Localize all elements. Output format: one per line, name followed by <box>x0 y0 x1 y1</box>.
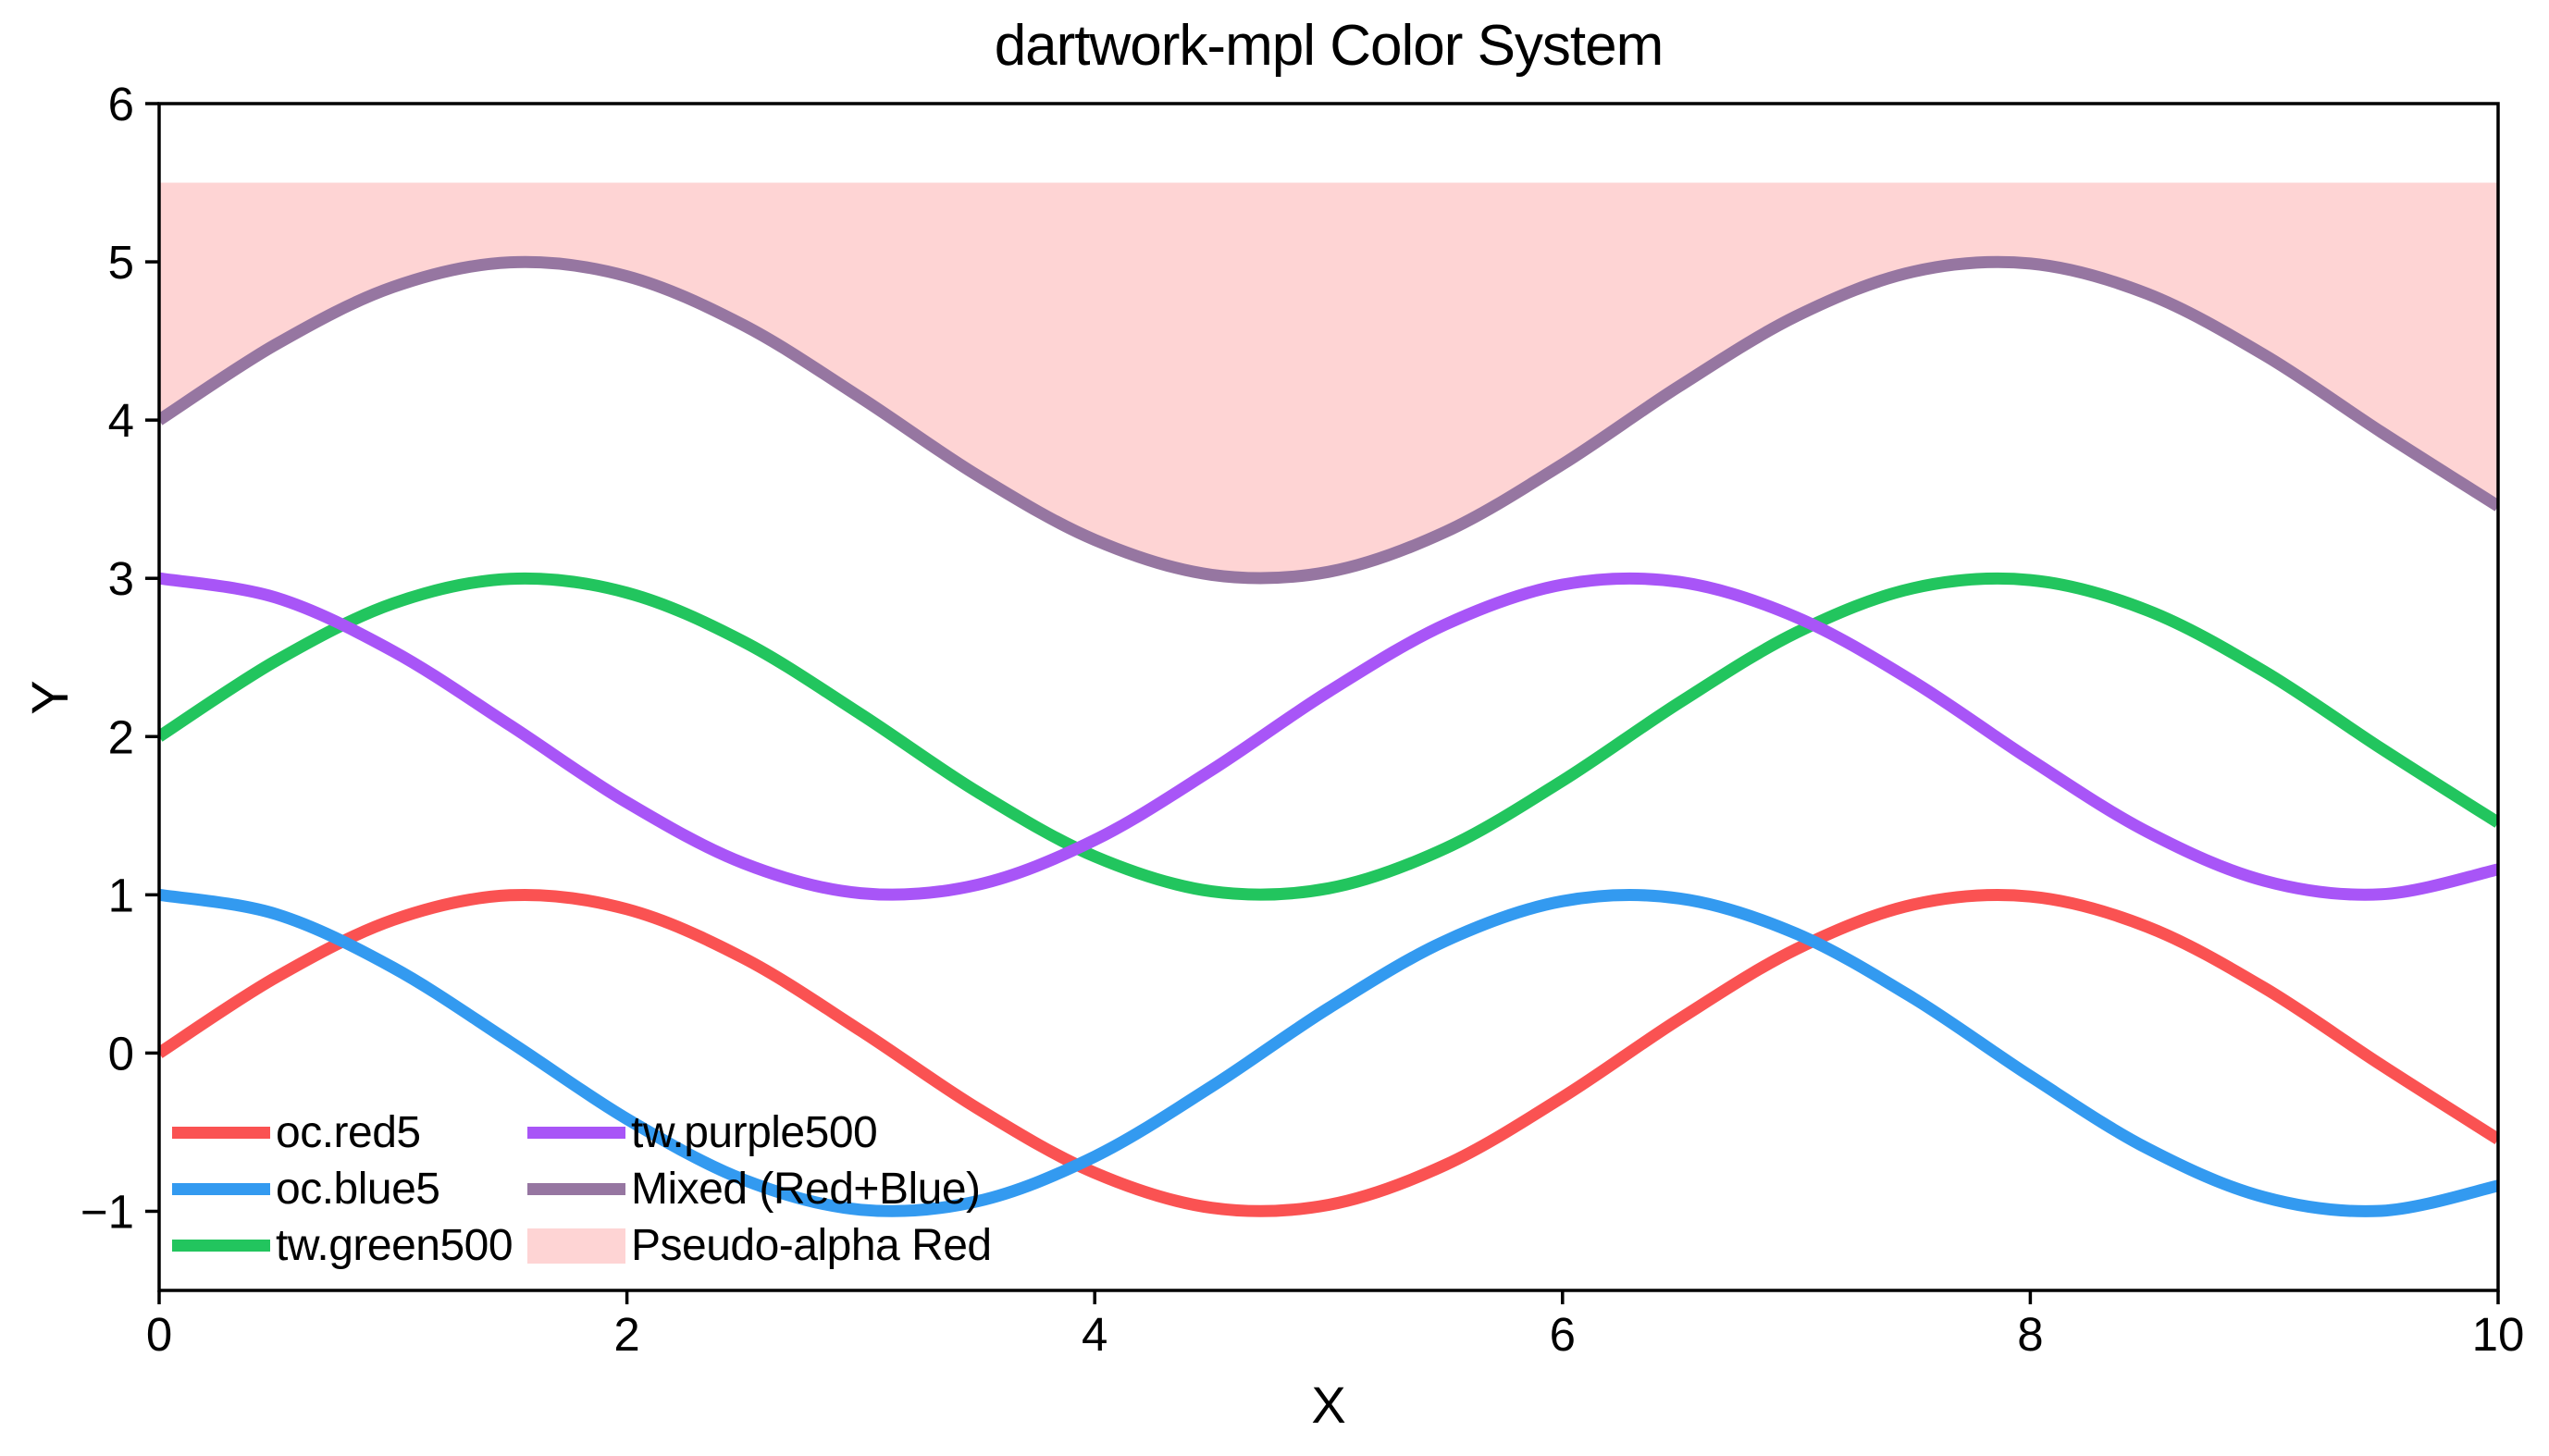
y-tick-label: 4 <box>108 394 134 447</box>
legend: oc.red5 oc.blue5 tw.green500 tw.purple500 Mi… <box>172 1104 992 1274</box>
series-line-oc-blue5 <box>159 888 2498 1217</box>
x-axis-ticks: 0 2 4 6 8 10 <box>146 1290 2525 1361</box>
axes-spines <box>157 102 2500 1292</box>
y-axis-label: Y <box>20 680 79 715</box>
y-tick-label: 5 <box>108 236 134 289</box>
fill-area-pseudo-alpha-red <box>159 182 2498 579</box>
y-axis-ticks: −1 0 1 2 3 4 5 6 <box>80 78 159 1238</box>
plot-data-layer <box>159 182 2498 1217</box>
x-tick-label: 0 <box>146 1308 172 1361</box>
legend-label: tw.green500 <box>276 1221 514 1270</box>
legend-label: Mixed (Red+Blue) <box>631 1165 981 1214</box>
legend-swatch-oc-red5 <box>172 1127 270 1139</box>
legend-item-oc-red5: oc.red5 <box>172 1104 527 1161</box>
legend-label: Pseudo-alpha Red <box>631 1221 992 1270</box>
x-tick-label: 4 <box>1082 1308 1107 1361</box>
legend-label: oc.blue5 <box>276 1165 440 1214</box>
y-tick-label: 3 <box>108 552 134 605</box>
legend-swatch-tw-green500 <box>172 1240 270 1252</box>
legend-item-pseudo-alpha-red: Pseudo-alpha Red <box>527 1217 992 1274</box>
legend-swatch-oc-blue5 <box>172 1183 270 1195</box>
y-tick-label: −1 <box>80 1185 134 1238</box>
y-tick-label: 6 <box>108 78 134 130</box>
y-tick-label: 1 <box>108 869 134 921</box>
legend-swatch-mixed-red-blue <box>527 1183 625 1195</box>
series-line-tw-purple500 <box>159 572 2498 901</box>
legend-swatch-tw-purple500 <box>527 1127 625 1139</box>
legend-item-mixed-red-blue: Mixed (Red+Blue) <box>527 1161 992 1217</box>
series-line-mixed-red-blue <box>159 255 2498 585</box>
y-tick-label: 0 <box>108 1027 134 1080</box>
series-line-tw-green500 <box>159 572 2498 901</box>
x-axis-label: X <box>1311 1376 1346 1434</box>
x-tick-label: 2 <box>613 1308 639 1361</box>
chart-title: dartwork-mpl Color System <box>994 14 1664 78</box>
legend-item-oc-blue5: oc.blue5 <box>172 1161 527 1217</box>
x-tick-label: 6 <box>1550 1308 1576 1361</box>
series-line-oc-red5 <box>159 888 2498 1217</box>
x-tick-label: 8 <box>2017 1308 2043 1361</box>
legend-swatch-pseudo-alpha-red <box>527 1228 625 1264</box>
legend-item-tw-green500: tw.green500 <box>172 1217 527 1274</box>
legend-label: tw.purple500 <box>631 1108 878 1157</box>
legend-item-tw-purple500: tw.purple500 <box>527 1104 992 1161</box>
y-tick-label: 2 <box>108 710 134 763</box>
x-tick-label: 10 <box>2472 1308 2525 1361</box>
legend-label: oc.red5 <box>276 1108 421 1157</box>
